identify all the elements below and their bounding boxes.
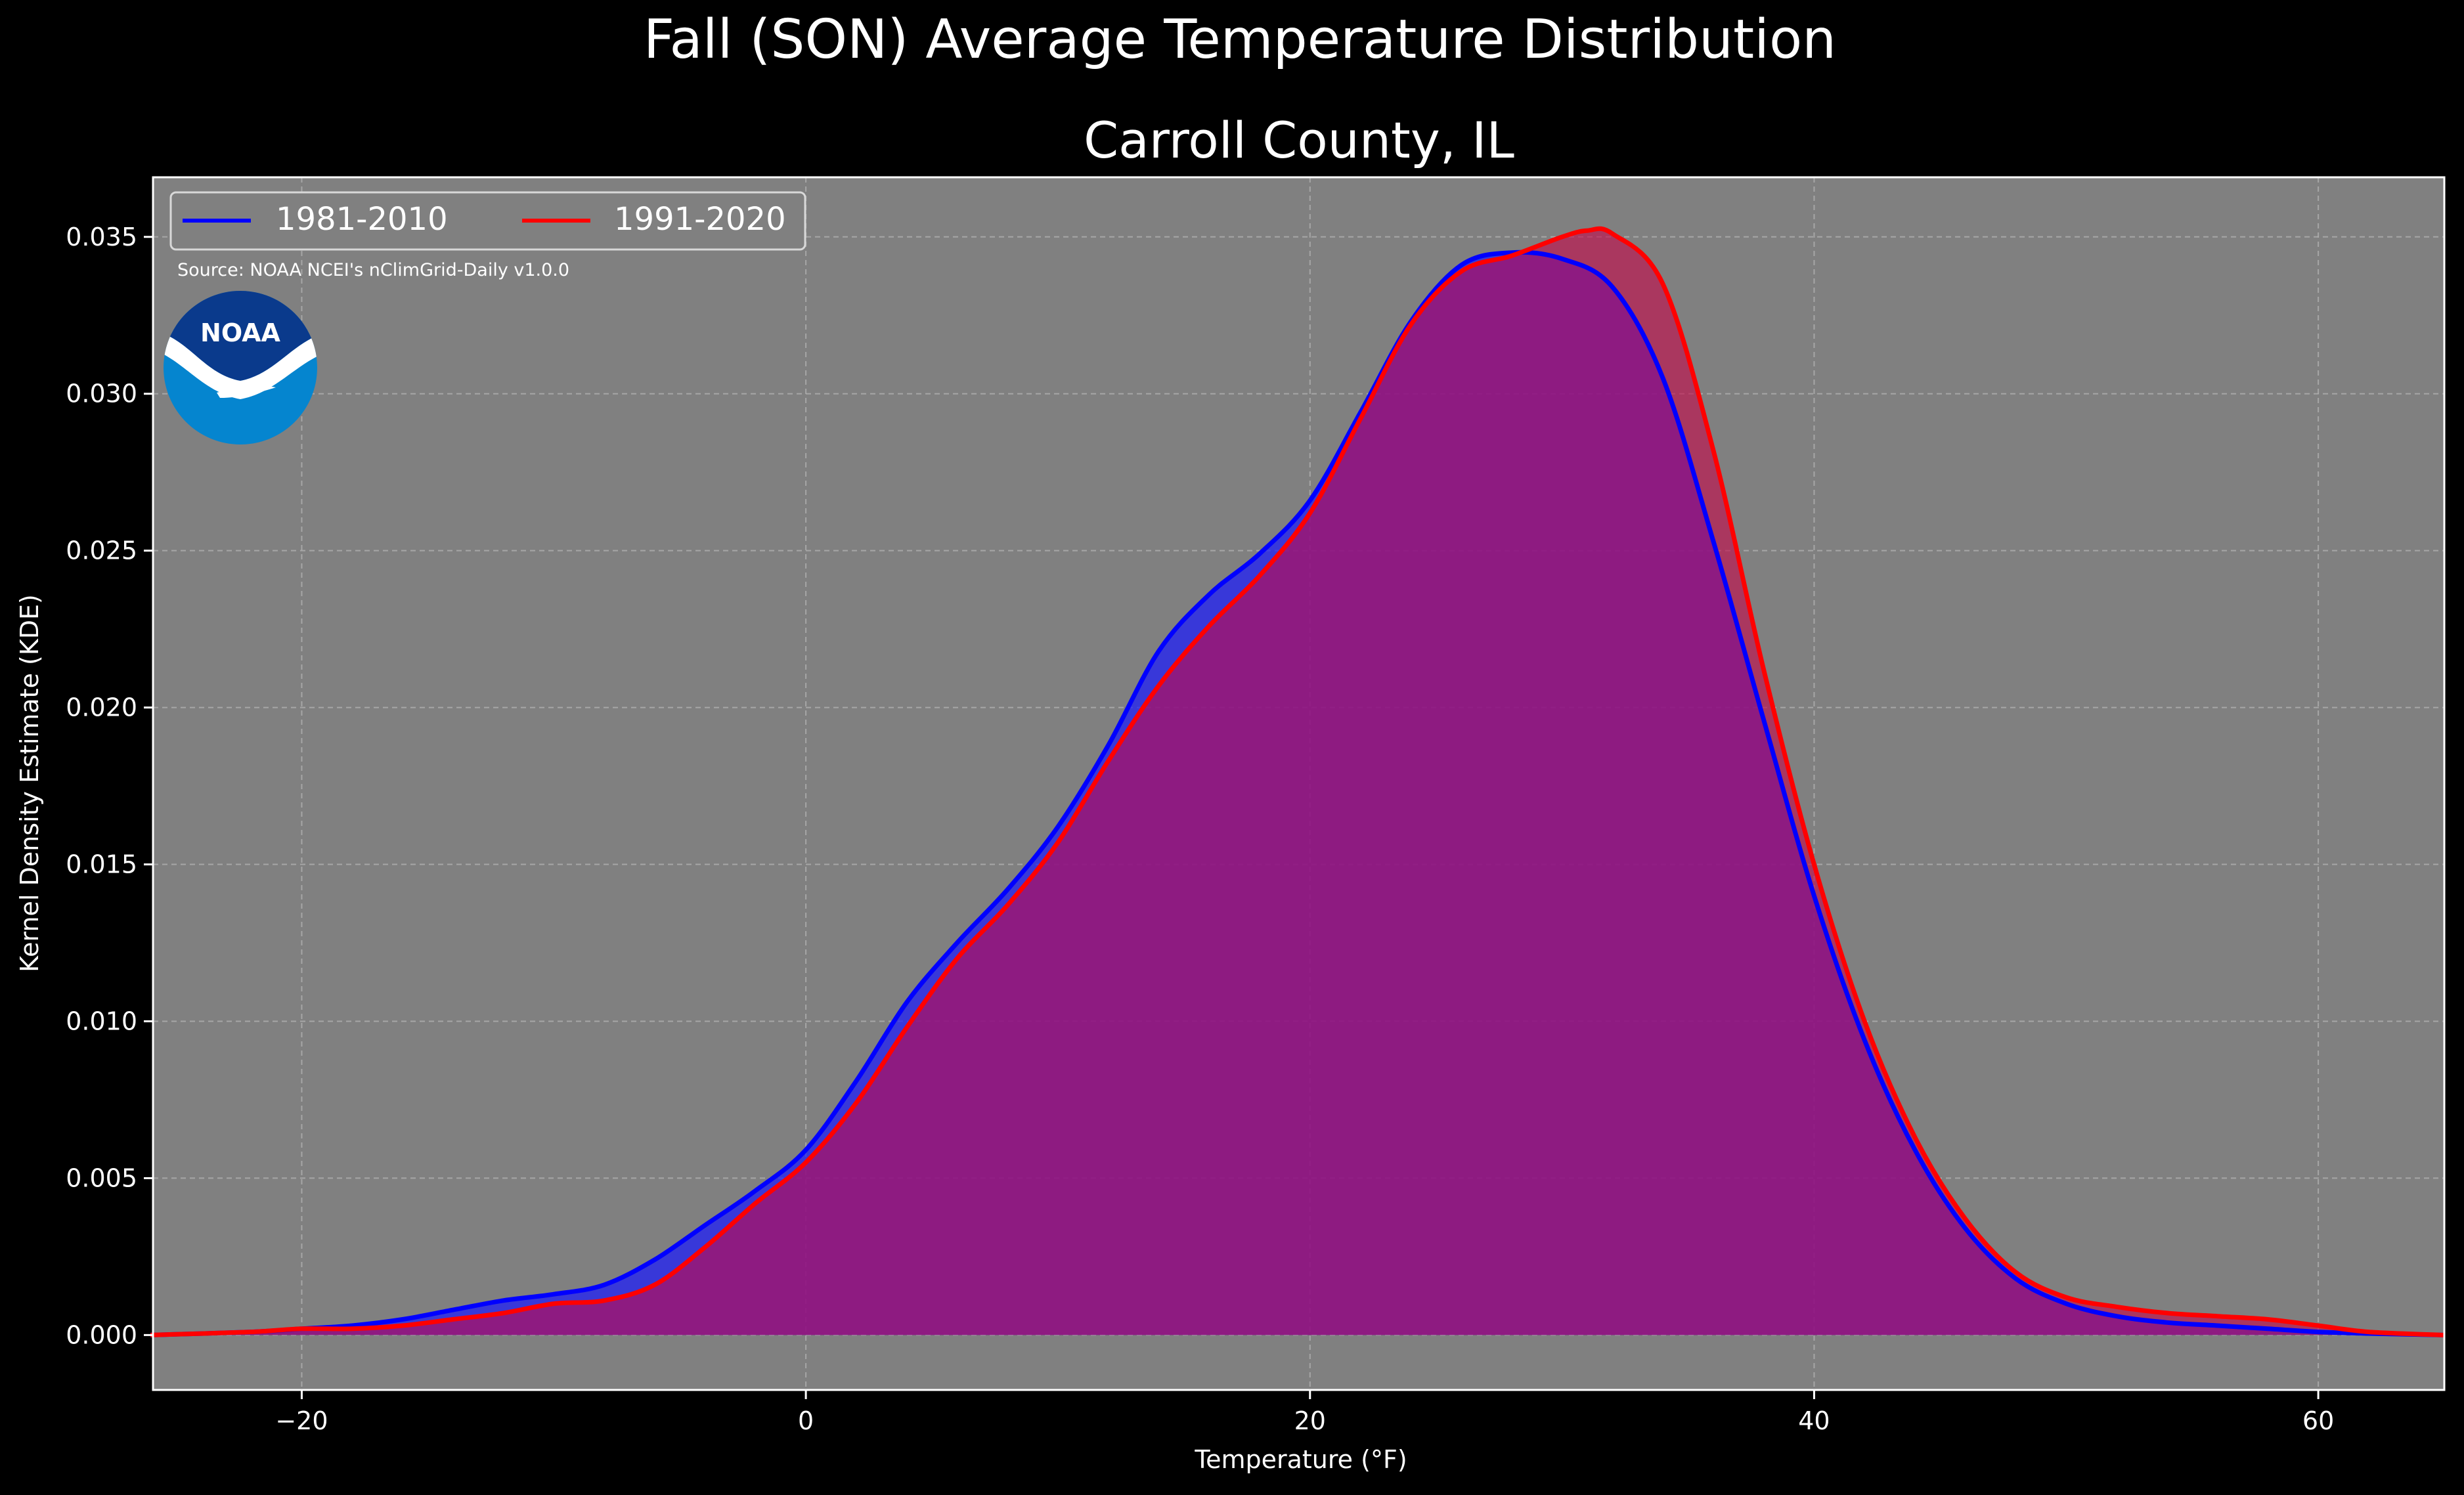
x-tick-label: 40 [1798, 1406, 1830, 1435]
y-tick-label: 0.010 [66, 1007, 137, 1035]
plot-frame [152, 176, 2446, 1391]
y-tick-label: 0.015 [66, 850, 137, 879]
y-tick-label: 0.030 [66, 379, 137, 408]
y-tick-label: 0.035 [66, 223, 137, 251]
x-axis-label: Temperature (°F) [1194, 1445, 1407, 1474]
y-tick-label: 0.020 [66, 693, 137, 722]
chart-title: Carroll County, IL [1084, 111, 1514, 169]
x-tick-label: 0 [798, 1406, 814, 1435]
chart-suptitle: Fall (SON) Average Temperature Distribut… [644, 9, 1836, 71]
x-axis-ticks: −20 0 20 40 60 [275, 1390, 2334, 1435]
kde-1991-2020-line [150, 226, 2445, 1337]
y-tick-label: 0.000 [66, 1320, 137, 1349]
noaa-logo-icon: NOAA [164, 291, 317, 444]
source-note: Source: NOAA NCEI's nClimGrid-Daily v1.0… [177, 260, 569, 280]
x-tick-label: 60 [2302, 1406, 2334, 1435]
legend-label-1991-2020: 1991-2020 [614, 201, 786, 238]
noaa-logo-text: NOAA [200, 318, 280, 347]
legend-box [169, 191, 806, 251]
y-axis-label: Kernel Density Estimate (KDE) [15, 594, 44, 972]
legend-label-1981-2010: 1981-2010 [276, 201, 448, 238]
x-tick-label: −20 [275, 1406, 328, 1435]
legend: 1981-2010 1991-2020 [169, 191, 806, 251]
y-axis-ticks: 0.000 0.005 0.010 0.015 0.020 0.025 0.030 0.035 [66, 223, 153, 1349]
kde-lines [150, 226, 2445, 1337]
kde-1981-2010-line [150, 249, 2445, 1337]
y-tick-label: 0.005 [66, 1163, 137, 1192]
y-tick-label: 0.025 [66, 536, 137, 565]
x-tick-label: 20 [1294, 1406, 1326, 1435]
